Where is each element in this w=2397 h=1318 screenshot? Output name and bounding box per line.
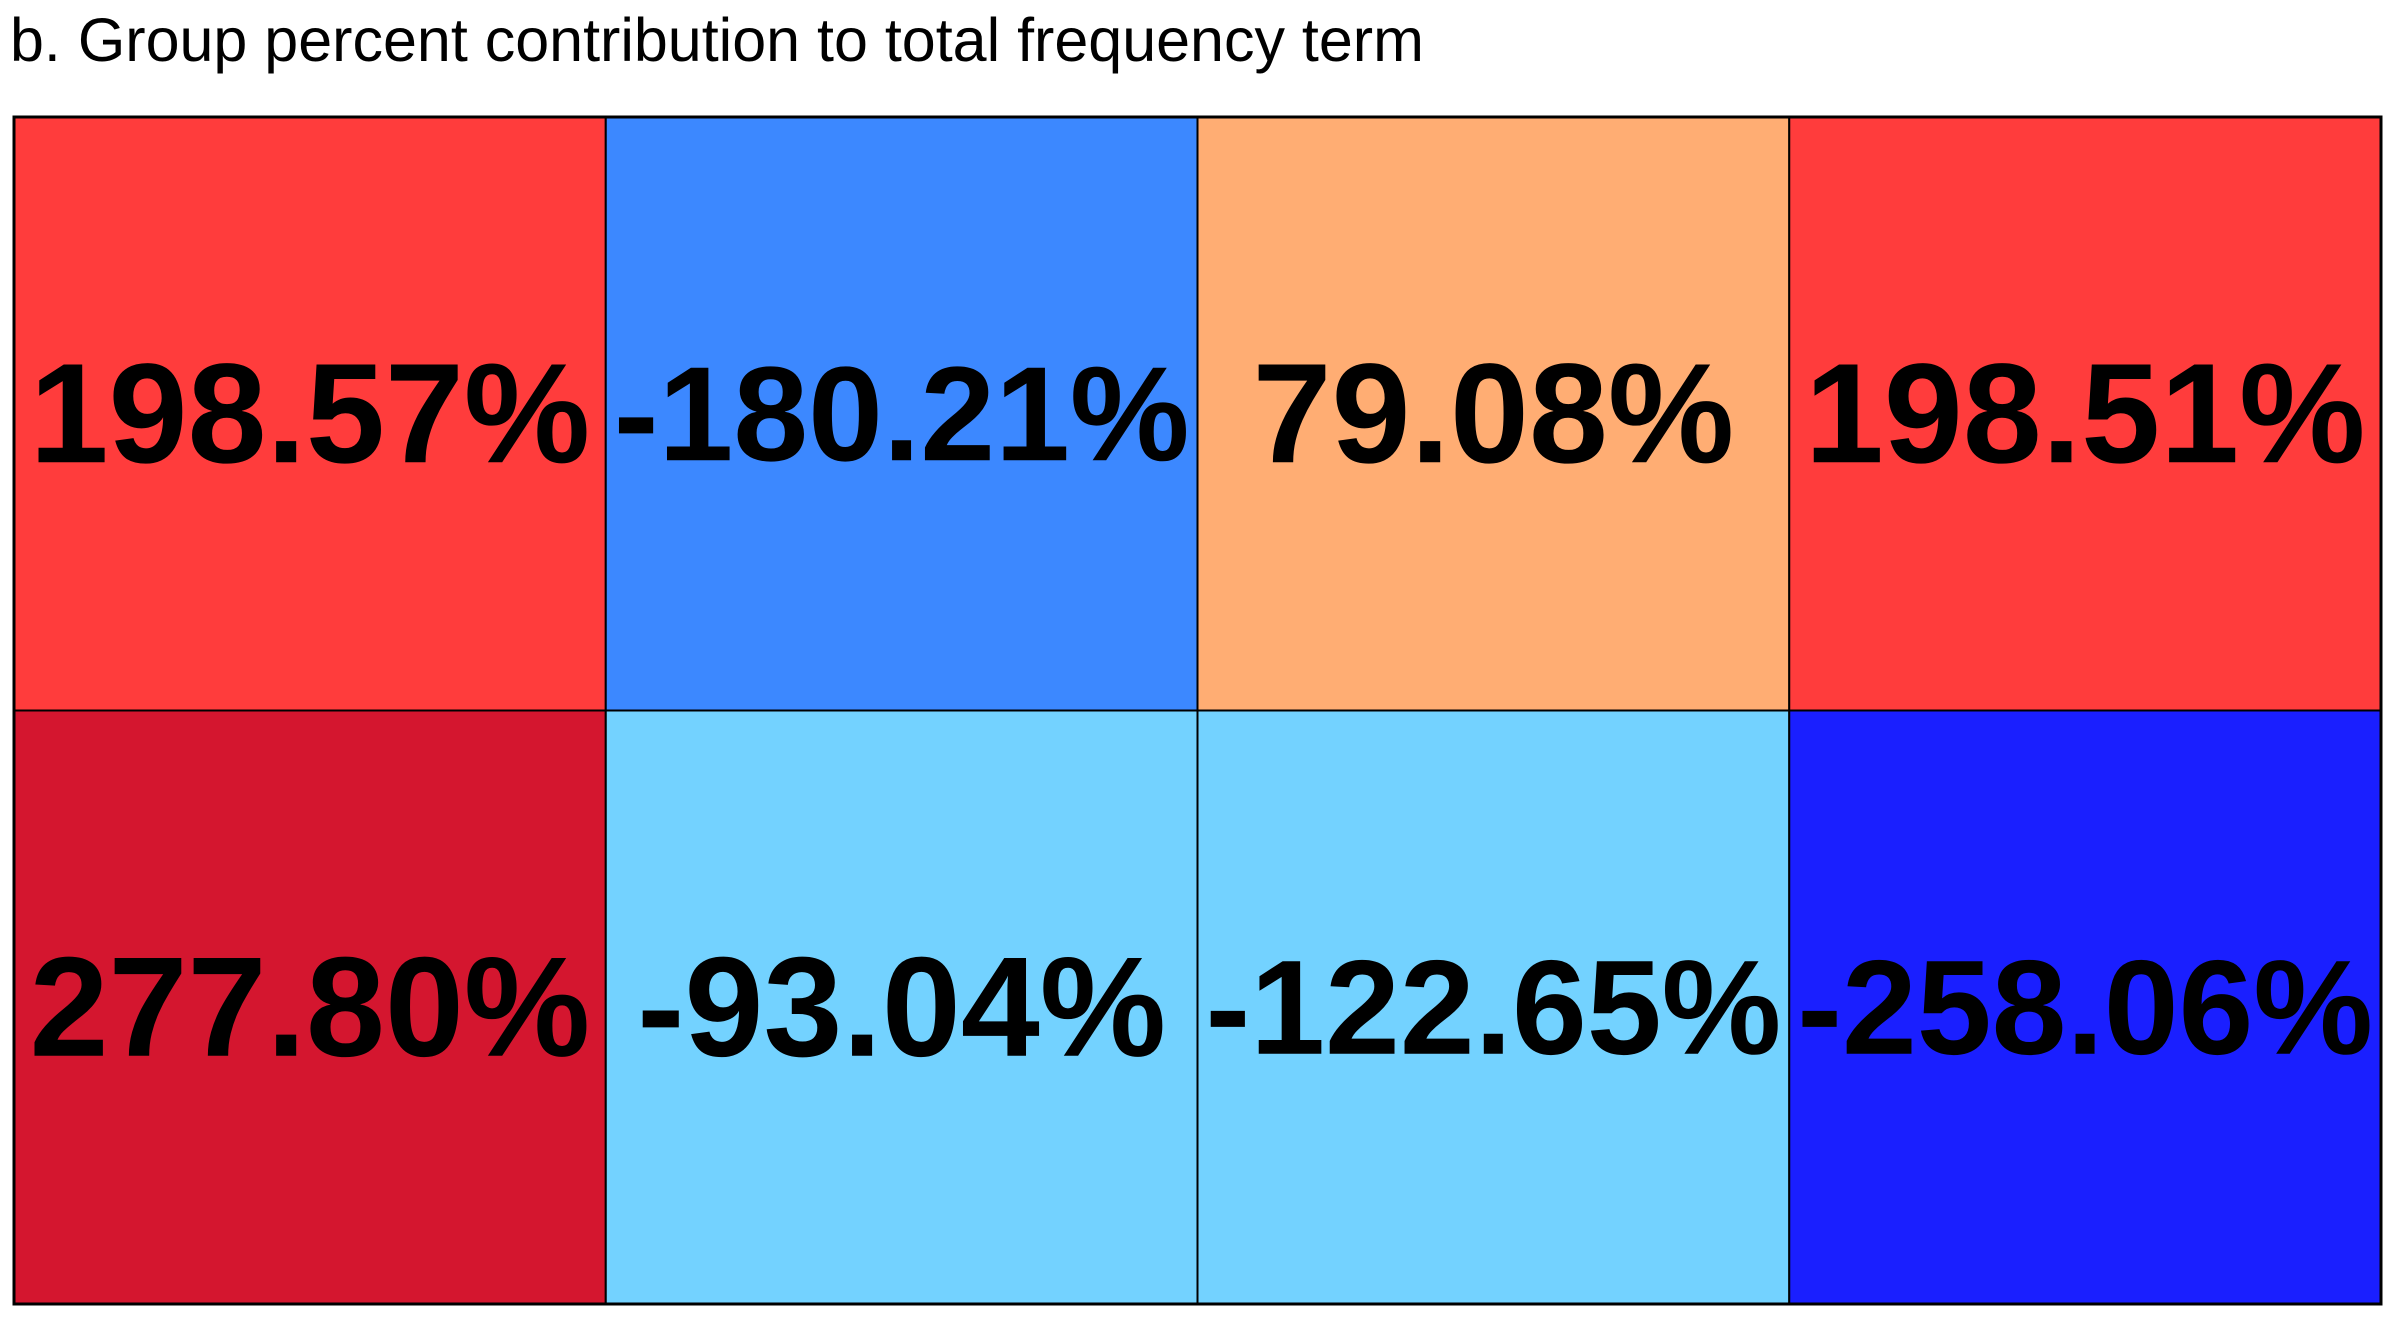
heatmap-cell-label-r0-c2: 79.08% [1253, 334, 1735, 493]
heatmap-cell-r0-c2 [1196, 116, 1791, 712]
heatmap-cell-label-r0-c1: -180.21% [614, 338, 1190, 489]
heatmap-cell-r0-c0 [13, 116, 607, 712]
heatmap-cell-labels: 198.57% -180.21% 79.08% 198.51% 277.80% -93.0… [30, 334, 2373, 1087]
heatmap-cell-r1-c1 [604, 709, 1199, 1305]
heatmap-cell-label-r0-c3: 198.51% [1805, 334, 2366, 493]
heatmap-cell-r1-c3 [1788, 709, 2382, 1305]
heatmap-cell-label-r0-c0: 198.57% [30, 334, 591, 493]
heatmap-cell-r0-c3 [1788, 116, 2382, 712]
heatmap-cell-label-r1-c0: 277.80% [30, 928, 591, 1087]
heatmap-cells [13, 116, 2382, 1305]
chart-title: b. Group percent contribution to total f… [10, 6, 1424, 74]
heatmap-cell-label-r1-c2: -122.65% [1205, 932, 1781, 1083]
chart-frame [12, 115, 2383, 1306]
heatmap-cell-label-r1-c3: -258.06% [1797, 932, 2373, 1083]
heatmap-cell-r1-c2 [1196, 709, 1791, 1305]
heatmap-cell-label-r1-c1: -93.04% [637, 928, 1166, 1087]
